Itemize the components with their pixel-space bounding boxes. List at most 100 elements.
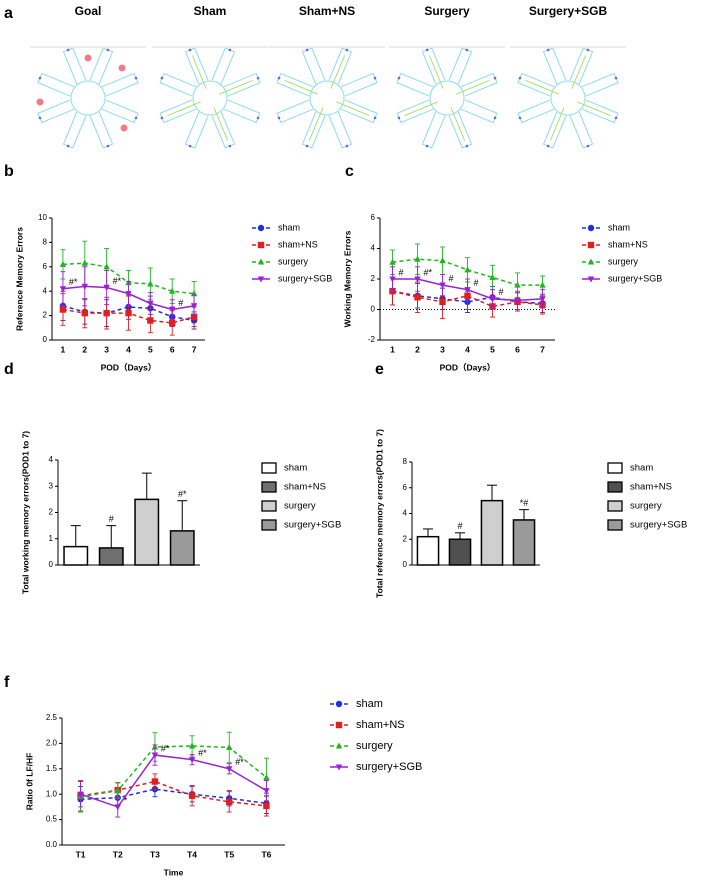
maze-node (66, 48, 70, 52)
series-line (80, 754, 267, 808)
marker (81, 259, 88, 266)
maze-node (66, 144, 70, 148)
maze-node (106, 144, 110, 148)
x-tick-label: 7 (192, 344, 197, 354)
maze-node (134, 76, 138, 80)
marker (114, 787, 121, 794)
y-tick-label: 0.0 (46, 840, 58, 849)
maze-track (429, 55, 444, 89)
marker (489, 296, 496, 303)
maze-node (160, 116, 164, 120)
marker (77, 791, 84, 798)
maze-arm (328, 111, 353, 149)
bar (63, 545, 89, 566)
x-tick-label: 5 (490, 344, 495, 354)
maze-node (614, 76, 618, 80)
x-tick-label: T6 (261, 849, 271, 859)
maze-title: Sham (194, 4, 227, 18)
marker (188, 792, 196, 799)
legend-swatch (607, 481, 623, 493)
maze-track (404, 101, 438, 116)
maze-arm (37, 99, 75, 124)
marker (103, 284, 110, 292)
y-tick-label: 8 (43, 238, 48, 247)
maze-node (373, 76, 377, 80)
marker (114, 804, 121, 811)
maze-node (228, 144, 232, 148)
maze-arm (301, 47, 326, 85)
maze-hub (192, 80, 228, 116)
maze-node (465, 48, 469, 52)
y-tick-label: 2 (43, 311, 48, 320)
legend-label: sham+NS (278, 239, 318, 249)
maze-track (309, 107, 324, 141)
maze-node (345, 48, 349, 52)
maze-node (518, 116, 522, 120)
marker (59, 286, 67, 293)
legend-label: sham+NS (284, 482, 326, 493)
x-tick-label: T5 (224, 849, 234, 859)
annotation: # (449, 273, 454, 283)
marker (169, 319, 176, 327)
maze-arm (101, 72, 139, 97)
bar (480, 499, 504, 566)
maze-arm (211, 47, 236, 85)
marker (263, 788, 270, 795)
maze-track (167, 101, 201, 116)
maze-node (518, 76, 522, 80)
marker (414, 294, 421, 301)
legend-label: sham+NS (630, 482, 672, 493)
panel-label: f (4, 674, 10, 691)
marker (125, 309, 132, 317)
maze-node (345, 144, 349, 148)
y-tick-label: 1.5 (46, 764, 58, 773)
legend-label: surgery (284, 501, 316, 512)
maze-node (425, 144, 429, 148)
goal-mark (120, 124, 128, 132)
y-tick-label: 0 (49, 560, 54, 569)
legend-swatch (607, 500, 623, 512)
marker (414, 276, 421, 283)
annotation: #* (69, 277, 78, 287)
marker (147, 317, 154, 324)
bar (512, 519, 536, 566)
marker (489, 273, 496, 281)
x-axis-label: Time (164, 867, 184, 877)
y-tick-label: 2.0 (46, 739, 58, 748)
legend-swatch (607, 462, 623, 474)
maze-hub (429, 80, 465, 116)
y-tick-label: 3 (49, 481, 54, 490)
y-tick-label: 4 (371, 244, 376, 253)
annotation: #* (178, 489, 187, 499)
maze-node (546, 48, 550, 52)
maze-track (192, 55, 207, 89)
legend-label: sham+NS (608, 239, 648, 249)
annotation: # (474, 278, 479, 288)
legend-label: sham (278, 222, 300, 232)
y-tick-label: 1 (49, 534, 54, 543)
legend-swatch (261, 462, 277, 474)
marker (188, 757, 196, 764)
marker (439, 282, 446, 289)
marker (147, 280, 154, 287)
marker (389, 276, 396, 283)
maze-arm (62, 47, 87, 85)
marker (169, 306, 176, 314)
legend-label: surgery+SGB (608, 273, 662, 283)
legend-swatch (607, 519, 623, 531)
marker (226, 798, 233, 806)
y-tick-label: 0 (371, 305, 376, 314)
y-tick-label: 4 (403, 509, 408, 518)
maze-track (525, 80, 559, 95)
annotation: #* (424, 267, 433, 277)
legend-marker (257, 276, 265, 283)
marker (263, 802, 270, 810)
marker (439, 257, 446, 264)
legend-marker (335, 764, 343, 771)
maze-arm (448, 47, 473, 85)
maze-arm (421, 111, 446, 149)
maze-node (228, 48, 232, 52)
annotation: * (124, 795, 128, 805)
maze-node (493, 116, 497, 120)
